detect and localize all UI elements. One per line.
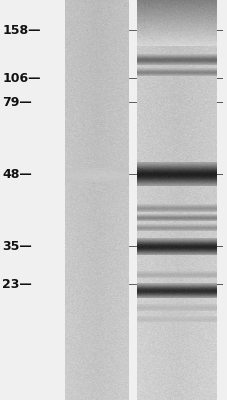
Text: 23—: 23—: [2, 278, 32, 290]
Bar: [128, 0, 136, 400]
Text: 35—: 35—: [2, 240, 32, 252]
Text: 79—: 79—: [2, 96, 32, 108]
Text: 106—: 106—: [2, 72, 41, 84]
Text: 158—: 158—: [2, 24, 41, 36]
Text: 48—: 48—: [2, 168, 32, 180]
